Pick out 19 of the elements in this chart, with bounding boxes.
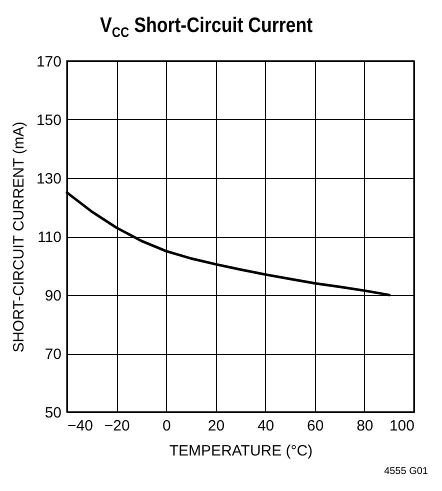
y-tick-label: 150	[36, 112, 62, 129]
y-tick-label: 110	[38, 229, 62, 246]
y-tick-label: 90	[44, 288, 62, 304]
x-tick-label: 0	[162, 418, 171, 434]
y-tick-label: 130	[36, 170, 62, 188]
x-tick-label: 40	[257, 418, 274, 434]
x-tick-label: 20	[208, 418, 225, 434]
x-tick-label: −20	[104, 418, 130, 434]
y-tick-label: 50	[44, 404, 62, 422]
y-tick-label: 70	[44, 346, 62, 363]
x-tick-label: 60	[307, 418, 324, 434]
x-tick-label: 100	[389, 418, 414, 434]
text: 4555 G01	[384, 466, 428, 477]
x-tick-label: 80	[356, 418, 374, 434]
x-tick-label: −40	[68, 418, 93, 434]
y-axis-title: SHORT-CIRCUIT CURRENT (mA)	[10, 122, 28, 352]
chart-title: V$_{CC}$ Short-Circuit Current	[100, 14, 313, 40]
x-axis-title: TEMPERATURE (°C)	[169, 442, 313, 460]
y-tick-label: 170	[36, 54, 62, 70]
